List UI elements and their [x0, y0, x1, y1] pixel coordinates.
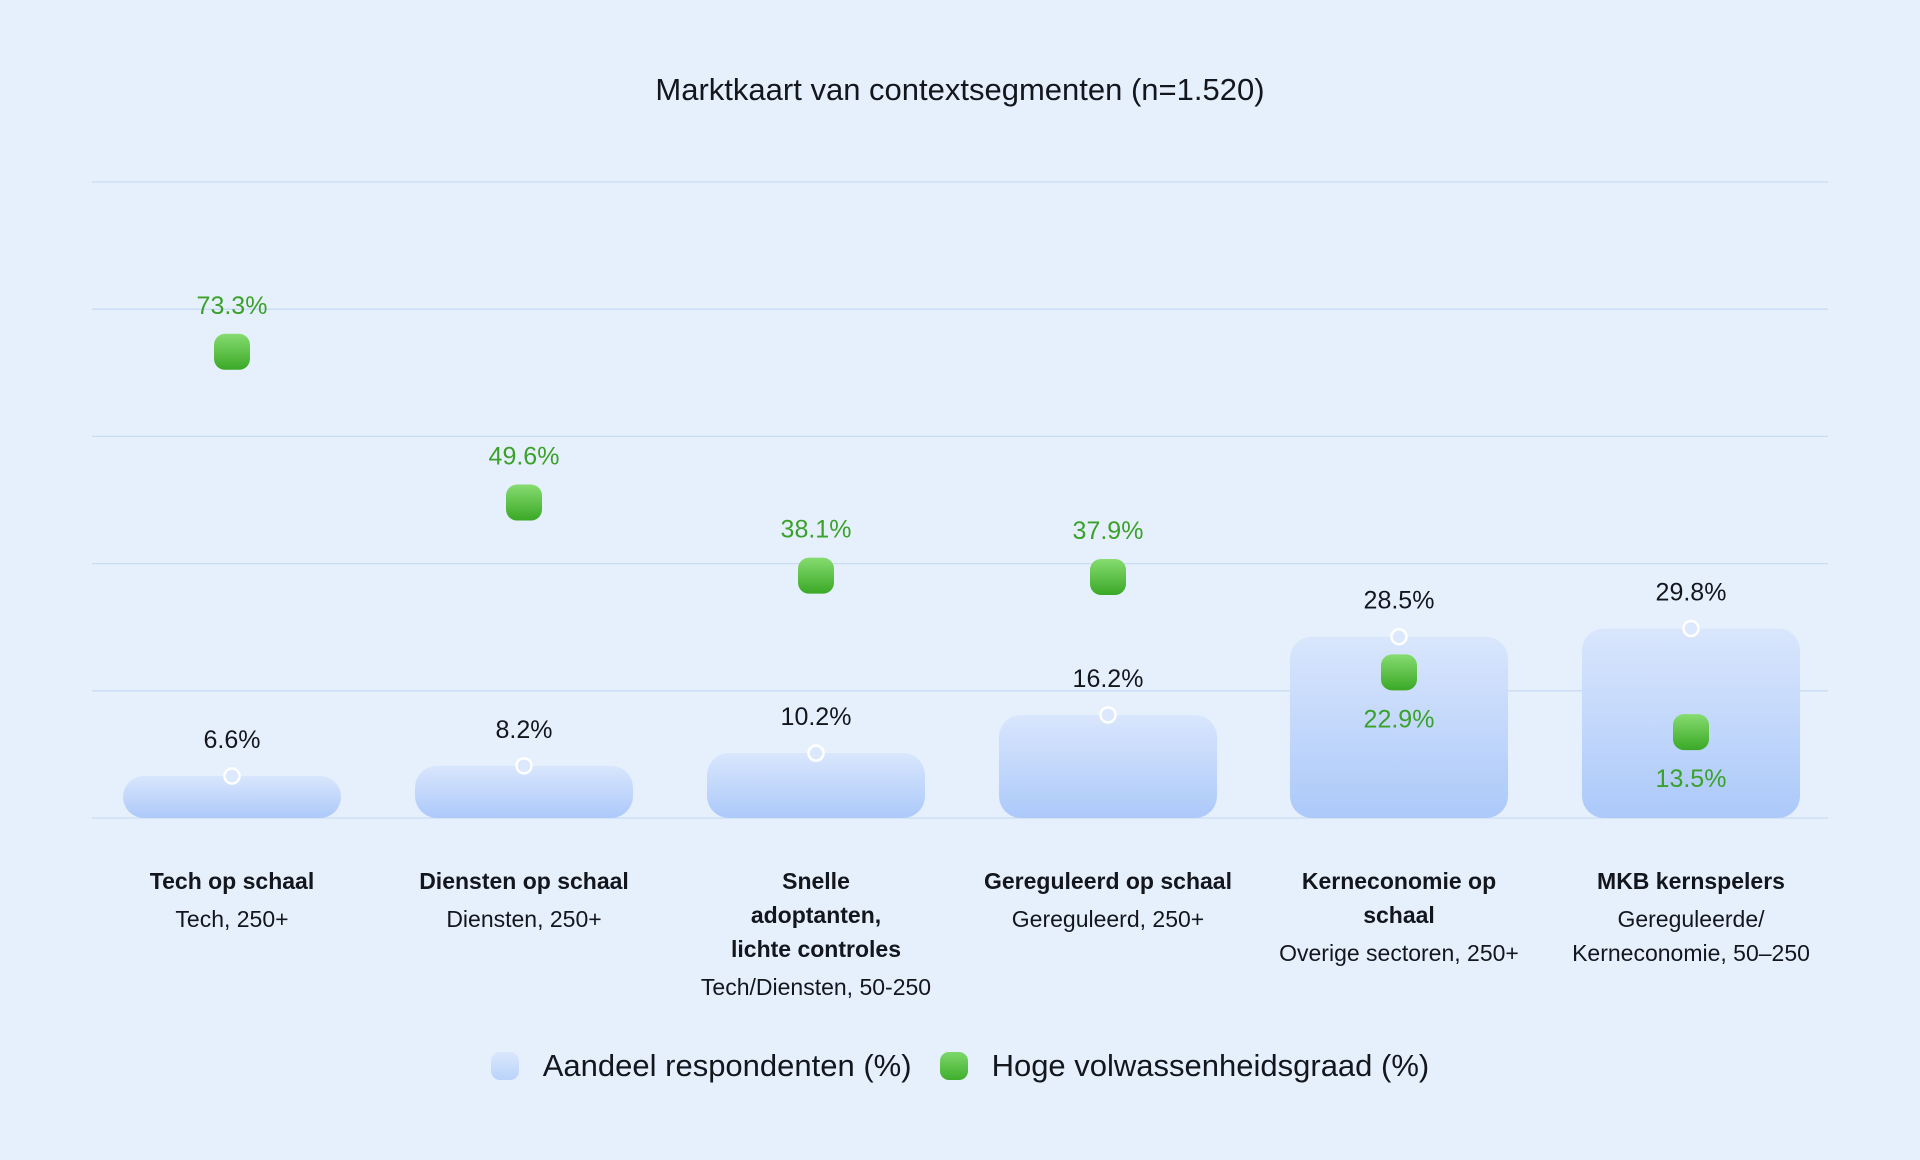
category-name-line: adoptanten, [750, 902, 882, 928]
category-sub-1: Diensten, 250+ [389, 902, 659, 936]
category-name-line: Diensten op schaal [419, 868, 629, 894]
gridlines [92, 181, 1828, 819]
maturity-marker-3 [1090, 558, 1126, 595]
legend-item-maturity: Hoge volwassenheidsgraad (%) [939, 1048, 1430, 1084]
bar-share-0 [123, 776, 341, 818]
bar-share-4 [1290, 636, 1508, 818]
category-sub-5: Gereguleerde/Kerneconomie, 50–250 [1556, 902, 1826, 970]
maturity-series: 73.3% 49.6% 38.1% 37.9% 22.9% 13.5% [197, 292, 1727, 793]
maturity-label-2: 38.1% [781, 516, 852, 544]
bar-label-2: 10.2% [781, 703, 852, 731]
category-sub-line: Gereguleerde/ [1617, 906, 1765, 932]
category-name-line: Gereguleerd op schaal [984, 868, 1232, 894]
bar-label-4: 28.5% [1364, 587, 1435, 615]
bar-marker-1 [515, 757, 533, 775]
maturity-label-0: 73.3% [197, 292, 268, 320]
category-sub-2: Tech/Diensten, 50-250 [681, 970, 951, 1004]
legend: Aandeel respondenten (%) Hoge volwassenh… [0, 1048, 1920, 1084]
maturity-marker-0 [214, 333, 250, 370]
category-name-line: Tech op schaal [149, 868, 315, 894]
bar-marker-4 [1390, 627, 1408, 646]
maturity-label-4: 22.9% [1364, 705, 1435, 733]
category-sub-line: Gereguleerd, 250+ [1011, 906, 1205, 932]
bar-label-3: 16.2% [1073, 665, 1144, 693]
category-name-5: MKB kernspelers [1556, 864, 1826, 898]
bar-share-2 [707, 753, 925, 818]
legend-label-share: Aandeel respondenten (%) [542, 1048, 912, 1083]
legend-swatch-share [490, 1052, 519, 1080]
category-sub-4: Overige sectoren, 250+ [1264, 936, 1534, 970]
maturity-marker-1 [506, 484, 542, 521]
category-sub-line: Diensten, 250+ [446, 906, 602, 932]
category-name-0: Tech op schaal [97, 864, 367, 898]
category-name-4: Kerneconomie op schaal [1264, 864, 1534, 932]
category-sub-line: Overige sectoren, 250+ [1279, 940, 1519, 966]
maturity-label-3: 37.9% [1073, 517, 1144, 545]
maturity-marker-2 [798, 557, 834, 594]
chart-title: Marktkaart van contextsegmenten (n=1.520… [655, 72, 1265, 107]
category-name-3: Gereguleerd op schaal [973, 864, 1243, 898]
category-1: Diensten op schaal Diensten, 250+ [389, 864, 659, 936]
category-5: MKB kernspelers Gereguleerde/Kerneconomie… [1556, 864, 1826, 970]
bar-label-5: 29.8% [1656, 578, 1727, 606]
category-name-line: lichte controles [731, 936, 901, 962]
legend-label-maturity: Hoge volwassenheidsgraad (%) [991, 1048, 1430, 1083]
category-sub-0: Tech, 250+ [97, 902, 367, 936]
bar-share-3 [999, 714, 1217, 818]
category-sub-line: Tech, 250+ [175, 906, 289, 932]
maturity-marker-5 [1673, 714, 1709, 751]
bar-share-1 [415, 765, 633, 818]
bar-label-1: 8.2% [496, 716, 553, 744]
category-sub-line: Tech/Diensten, 50-250 [700, 974, 932, 1000]
category-sub-line: Kerneconomie, 50–250 [1572, 940, 1810, 966]
bar-series: 6.6% 8.2% 10.2% 16.2% 28.5% 29.8% [123, 578, 1800, 818]
bar-marker-0 [223, 767, 241, 785]
maturity-label-5: 13.5% [1656, 765, 1727, 793]
category-sub-3: Gereguleerd, 250+ [973, 902, 1243, 936]
category-2: Snelle adoptanten, lichte controles Tech/Di… [681, 864, 951, 1004]
category-0: Tech op schaal Tech, 250+ [97, 864, 367, 936]
maturity-marker-4 [1381, 654, 1417, 691]
category-4: Kerneconomie op schaal Overige sectoren, … [1264, 864, 1534, 970]
category-3: Gereguleerd op schaal Gereguleerd, 250+ [973, 864, 1243, 936]
maturity-label-1: 49.6% [489, 443, 560, 471]
category-name-line: Kerneconomie op schaal [1301, 868, 1497, 928]
legend-swatch-maturity [939, 1052, 968, 1080]
category-name-1: Diensten op schaal [389, 864, 659, 898]
category-name-line: MKB kernspelers [1597, 868, 1785, 894]
category-name-line: Snelle [782, 868, 850, 894]
bar-label-0: 6.6% [204, 726, 261, 754]
bar-marker-2 [807, 744, 825, 762]
bar-marker-3 [1099, 706, 1117, 724]
legend-item-share: Aandeel respondenten (%) [490, 1048, 912, 1084]
category-name-2: Snelle adoptanten, lichte controles [681, 864, 951, 966]
bar-marker-5 [1682, 619, 1700, 638]
